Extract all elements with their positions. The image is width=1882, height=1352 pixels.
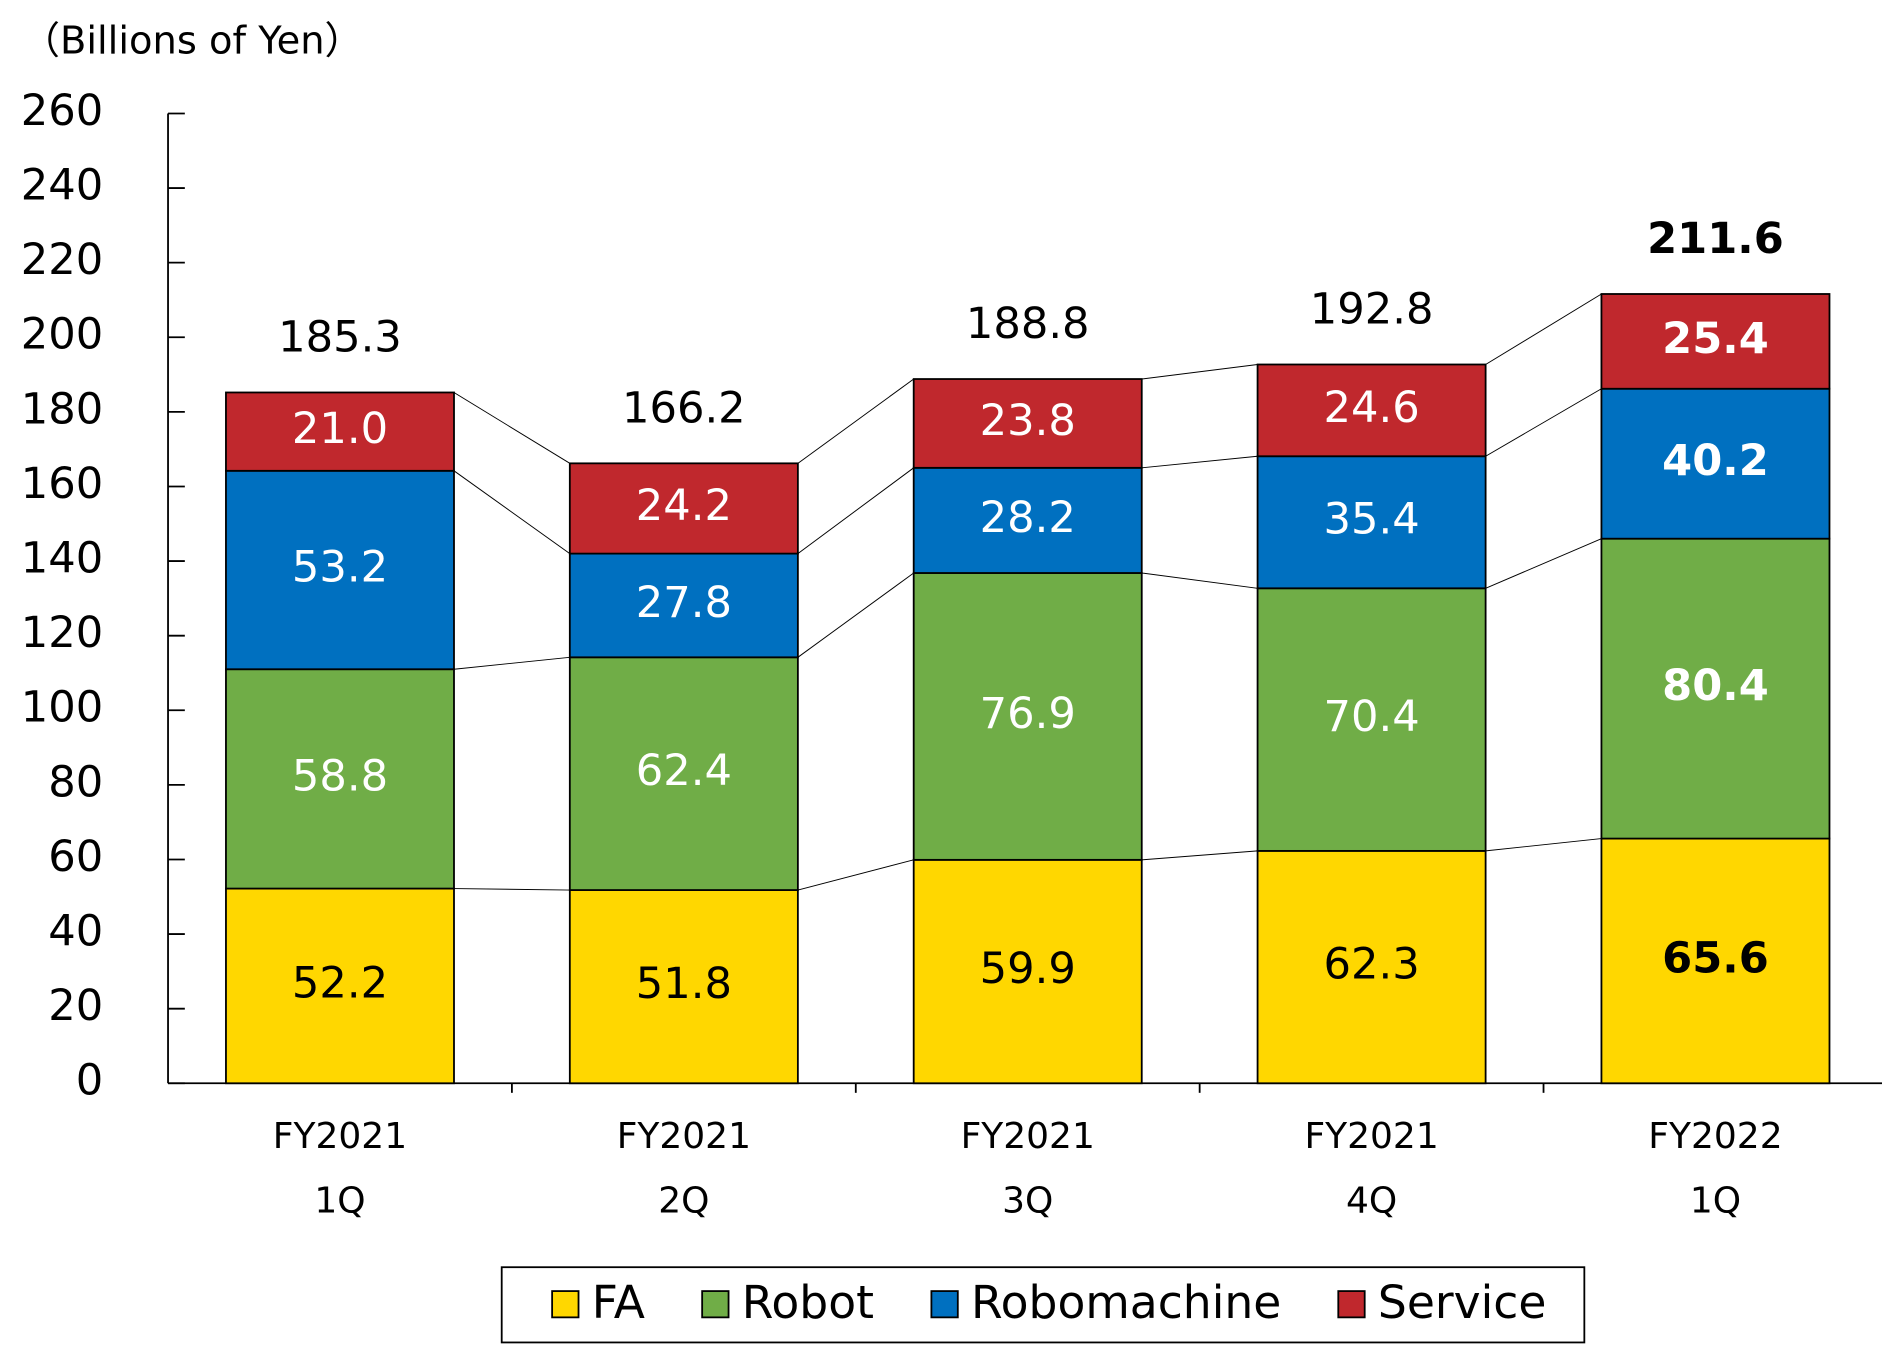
x-tick-label: 2Q	[658, 1181, 709, 1222]
connector	[797, 378, 914, 464]
legend-label: Service	[1378, 1276, 1547, 1329]
segment-label: 21.0	[292, 404, 388, 454]
bar-segment	[1256, 455, 1487, 590]
y-axis-label: （Billions of Yen）	[22, 19, 363, 64]
segment-label: 53.2	[292, 543, 388, 593]
segment-label: 52.2	[292, 958, 388, 1008]
segment-label: 24.2	[636, 481, 732, 531]
connector	[453, 888, 570, 891]
bar-segment	[912, 572, 1143, 861]
x-tick-label: 1Q	[314, 1181, 365, 1222]
y-tick-label: 180	[21, 384, 103, 434]
segment-label: 51.8	[636, 959, 732, 1009]
bar-segment	[568, 889, 799, 1085]
y-tick-label: 200	[21, 310, 103, 360]
total-label: 166.2	[622, 383, 746, 433]
bar-segment	[1600, 293, 1831, 390]
legend-swatch	[1337, 1290, 1366, 1319]
legend-swatch	[701, 1290, 730, 1319]
x-tick-label: FY2021	[273, 1116, 407, 1157]
connector	[797, 572, 914, 658]
connector	[797, 859, 914, 891]
y-tick-label: 60	[48, 832, 103, 882]
y-tick-label: 120	[21, 608, 103, 658]
segment-label: 27.8	[636, 578, 732, 628]
bar-segment	[1600, 387, 1831, 540]
x-tick-label: 1Q	[1690, 1181, 1741, 1222]
y-tick-label: 0	[76, 1056, 103, 1106]
legend-swatch	[930, 1290, 959, 1319]
connector	[1485, 538, 1602, 589]
bar-segment	[225, 469, 455, 671]
total-label: 188.8	[966, 299, 1090, 349]
bar-segment	[1600, 837, 1831, 1085]
y-tick-label: 220	[21, 235, 103, 285]
legend-label: FA	[592, 1276, 645, 1329]
bar-segment	[912, 858, 1143, 1085]
x-tick-label: FY2021	[1304, 1116, 1438, 1157]
segment-label: 80.4	[1662, 661, 1769, 711]
connector	[453, 392, 571, 464]
connector	[1485, 388, 1602, 457]
legend-label: Robomachine	[971, 1276, 1281, 1329]
x-tick-label: FY2021	[961, 1116, 1095, 1157]
bar-segment	[225, 887, 455, 1085]
segment-label: 23.8	[980, 396, 1076, 446]
bar-segment	[568, 656, 799, 891]
segment-label: 59.9	[980, 944, 1076, 994]
total-label: 192.8	[1310, 285, 1434, 335]
segment-label: 76.9	[980, 689, 1076, 739]
connector	[1141, 455, 1258, 469]
connector	[1485, 293, 1602, 365]
connector	[1485, 838, 1602, 852]
connector	[453, 656, 570, 670]
bar-segment	[225, 668, 455, 890]
y-tick-label: 140	[21, 534, 103, 584]
legend-label: Robot	[742, 1276, 874, 1329]
segment-label: 28.2	[980, 493, 1076, 543]
bar-segment	[912, 466, 1143, 574]
bar-segment	[1600, 537, 1831, 840]
bar-segment	[1256, 849, 1487, 1085]
segment-label: 65.6	[1662, 933, 1769, 983]
segment-label: 58.8	[292, 751, 388, 801]
x-tick-label: 3Q	[1002, 1181, 1053, 1222]
x-tick-label: FY2021	[617, 1116, 751, 1157]
segment-label: 25.4	[1662, 314, 1769, 364]
segment-label: 62.3	[1323, 940, 1419, 990]
connector	[1141, 364, 1258, 380]
bar-segment	[225, 391, 455, 472]
bar-segment	[568, 462, 799, 555]
y-tick-label: 100	[21, 683, 103, 733]
legend-box	[500, 1266, 1586, 1344]
total-label: 185.3	[278, 312, 402, 362]
y-tick-label: 260	[21, 86, 103, 136]
segment-label: 24.6	[1323, 383, 1419, 433]
connector	[1141, 572, 1258, 589]
connector	[453, 470, 571, 554]
total-label: 211.6	[1647, 214, 1784, 264]
segment-label: 62.4	[636, 746, 732, 796]
connector	[1141, 850, 1258, 861]
segment-label: 35.4	[1323, 495, 1419, 545]
x-tick-label: 4Q	[1346, 1181, 1397, 1222]
bar-segment	[1256, 587, 1487, 852]
y-tick-label: 240	[21, 161, 103, 211]
segment-label: 40.2	[1662, 436, 1769, 486]
bar-segment	[912, 378, 1143, 469]
y-tick-label: 20	[48, 981, 103, 1031]
y-tick-label: 160	[21, 459, 103, 509]
legend-swatch	[551, 1290, 580, 1319]
bar-segment	[1256, 363, 1487, 458]
y-tick-label: 40	[48, 907, 103, 957]
connector	[797, 467, 914, 554]
bar-segment	[568, 552, 799, 659]
segment-label: 70.4	[1323, 692, 1419, 742]
x-tick-label: FY2022	[1648, 1116, 1782, 1157]
y-tick-label: 80	[48, 757, 103, 807]
